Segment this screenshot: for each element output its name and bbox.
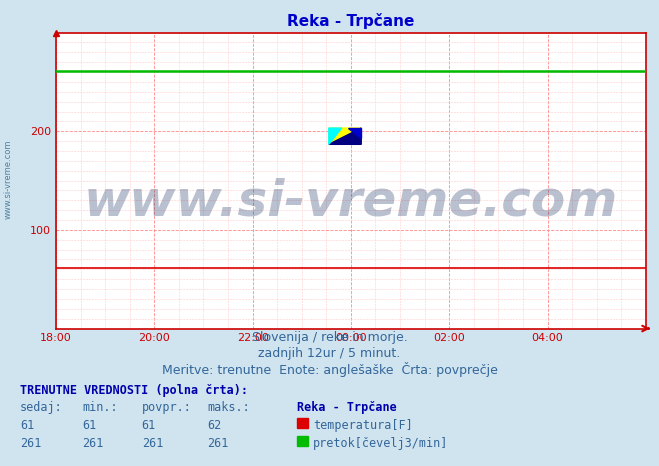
Text: zadnjih 12ur / 5 minut.: zadnjih 12ur / 5 minut. [258,348,401,360]
Text: 261: 261 [142,437,163,450]
Text: maks.:: maks.: [208,402,250,414]
Text: 261: 261 [82,437,103,450]
Text: 61: 61 [20,419,34,432]
Text: 261: 261 [20,437,41,450]
Polygon shape [329,128,361,144]
Text: 61: 61 [82,419,97,432]
Text: sedaj:: sedaj: [20,402,63,414]
Title: Reka - Trpčane: Reka - Trpčane [287,13,415,29]
Text: www.si-vreme.com: www.si-vreme.com [84,177,618,225]
Text: 61: 61 [142,419,156,432]
Text: www.si-vreme.com: www.si-vreme.com [3,140,13,219]
Text: temperatura[F]: temperatura[F] [313,419,413,432]
Text: povpr.:: povpr.: [142,402,192,414]
Text: Meritve: trenutne  Enote: anglešaške  Črta: povprečje: Meritve: trenutne Enote: anglešaške Črta… [161,362,498,377]
Text: 62: 62 [208,419,222,432]
Polygon shape [348,128,361,138]
Text: 261: 261 [208,437,229,450]
Polygon shape [329,128,342,144]
Polygon shape [329,128,361,144]
Text: Reka - Trpčane: Reka - Trpčane [297,402,396,414]
Text: TRENUTNE VREDNOSTI (polna črta):: TRENUTNE VREDNOSTI (polna črta): [20,384,248,397]
Text: pretok[čevelj3/min]: pretok[čevelj3/min] [313,437,448,450]
Text: min.:: min.: [82,402,118,414]
Text: Slovenija / reke in morje.: Slovenija / reke in morje. [252,331,407,344]
